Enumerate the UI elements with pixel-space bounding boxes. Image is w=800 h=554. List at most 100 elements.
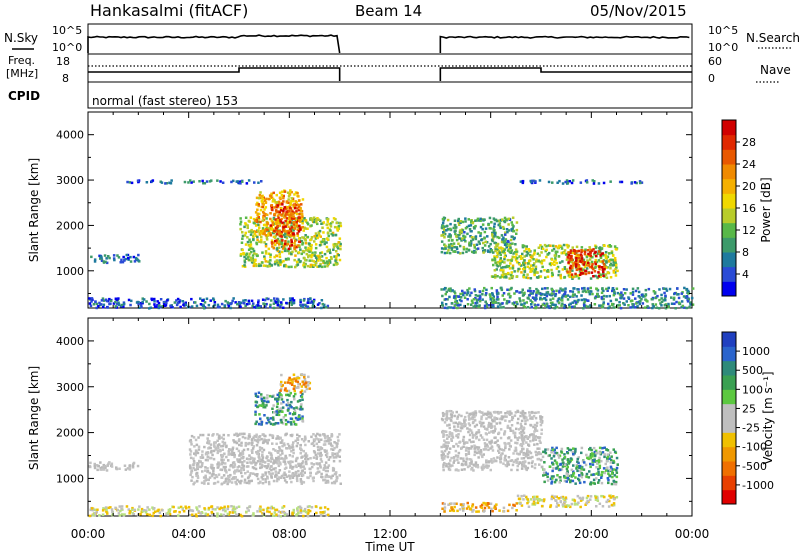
echo-cell bbox=[475, 437, 478, 440]
echo-cell bbox=[307, 476, 310, 480]
echo-cell bbox=[275, 248, 279, 251]
nsearch-tick-bottom: 10^0 bbox=[708, 41, 738, 54]
echo-cell bbox=[275, 220, 278, 224]
echo-cell bbox=[315, 261, 318, 265]
echo-cell bbox=[231, 446, 235, 449]
echo-cell bbox=[556, 300, 560, 303]
echo-cell bbox=[296, 407, 300, 410]
echo-cell bbox=[487, 421, 491, 425]
echo-cell bbox=[459, 422, 462, 425]
echo-cell bbox=[276, 204, 280, 207]
echo-cell bbox=[441, 451, 445, 455]
echo-cell bbox=[98, 301, 101, 305]
echo-cell bbox=[677, 301, 681, 304]
echo-cell bbox=[542, 259, 546, 262]
echo-cell bbox=[241, 234, 245, 238]
echo-cell bbox=[457, 461, 460, 464]
echo-cell bbox=[334, 441, 338, 445]
echo-cell bbox=[237, 433, 240, 437]
echo-cell bbox=[296, 433, 299, 437]
echo-cell bbox=[258, 457, 261, 460]
echo-cell bbox=[532, 253, 536, 256]
echo-cell bbox=[129, 260, 133, 263]
echo-cell bbox=[223, 304, 227, 307]
echo-cell bbox=[189, 473, 192, 477]
echo-cell bbox=[204, 512, 207, 515]
echo-cell bbox=[568, 259, 571, 262]
echo-cell bbox=[462, 234, 465, 238]
echo-cell bbox=[443, 461, 446, 465]
echo-cell bbox=[533, 249, 536, 252]
echo-cell bbox=[467, 452, 471, 455]
echo-cell bbox=[304, 385, 308, 388]
echo-cell bbox=[117, 512, 121, 515]
echo-cell bbox=[265, 297, 268, 300]
echo-cell bbox=[521, 288, 524, 291]
echo-cell bbox=[538, 179, 542, 182]
echo-cell bbox=[456, 219, 460, 222]
echo-cell bbox=[262, 216, 265, 219]
echo-cell bbox=[110, 462, 114, 465]
echo-cell bbox=[511, 216, 515, 219]
echo-cell bbox=[104, 298, 108, 301]
echo-cell bbox=[204, 478, 207, 482]
echo-cell bbox=[450, 439, 453, 442]
echo-cell bbox=[249, 256, 253, 260]
echo-cell bbox=[255, 234, 258, 237]
echo-cell bbox=[517, 462, 521, 466]
echo-cell bbox=[594, 262, 597, 266]
echo-cell bbox=[316, 217, 319, 220]
echo-cell bbox=[235, 447, 239, 450]
echo-cell bbox=[449, 222, 452, 226]
echo-cell bbox=[573, 299, 576, 303]
echo-cell bbox=[190, 471, 193, 474]
echo-cell bbox=[294, 474, 297, 477]
echo-cell bbox=[318, 462, 321, 465]
echo-cell bbox=[270, 239, 274, 242]
echo-cell bbox=[505, 218, 508, 221]
echo-cell bbox=[112, 302, 116, 305]
echo-cell bbox=[612, 289, 615, 292]
echo-cell bbox=[572, 287, 575, 290]
echo-cell bbox=[473, 415, 476, 419]
echo-cell bbox=[322, 259, 325, 263]
echo-cell bbox=[278, 191, 282, 194]
echo-cell bbox=[571, 277, 574, 280]
echo-cell bbox=[501, 260, 504, 264]
echo-cell bbox=[339, 242, 342, 246]
echo-cell bbox=[292, 299, 296, 302]
echo-cell bbox=[271, 242, 274, 245]
echo-cell bbox=[263, 461, 267, 464]
echo-cell bbox=[608, 245, 611, 248]
echo-cell bbox=[445, 290, 448, 294]
echo-cell bbox=[630, 182, 633, 185]
echo-cell bbox=[137, 180, 140, 184]
echo-cell bbox=[499, 218, 503, 222]
echo-cell bbox=[540, 259, 544, 263]
echo-cell bbox=[189, 450, 193, 453]
echo-cell bbox=[317, 259, 320, 262]
echo-cell bbox=[622, 288, 626, 291]
echo-cell bbox=[339, 244, 342, 248]
echo-cell bbox=[315, 220, 318, 224]
echo-cell bbox=[196, 474, 199, 478]
echo-cell bbox=[319, 446, 322, 449]
echo-cell bbox=[600, 291, 604, 294]
echo-cell bbox=[316, 222, 319, 226]
echo-cell bbox=[502, 462, 505, 465]
echo-cell bbox=[285, 223, 289, 226]
echo-cell bbox=[493, 436, 496, 440]
echo-cell bbox=[233, 455, 236, 459]
echo-cell bbox=[463, 304, 466, 308]
echo-cell bbox=[446, 218, 450, 222]
echo-cell bbox=[250, 461, 253, 465]
echo-cell bbox=[269, 460, 273, 463]
echo-cell bbox=[255, 451, 258, 454]
echo-cell bbox=[658, 298, 661, 302]
echo-cell bbox=[609, 180, 612, 183]
echo-cell bbox=[301, 215, 304, 218]
echo-cell bbox=[611, 253, 615, 257]
echo-cell bbox=[142, 509, 146, 512]
echo-cell bbox=[487, 464, 490, 468]
echo-cell bbox=[540, 418, 543, 422]
